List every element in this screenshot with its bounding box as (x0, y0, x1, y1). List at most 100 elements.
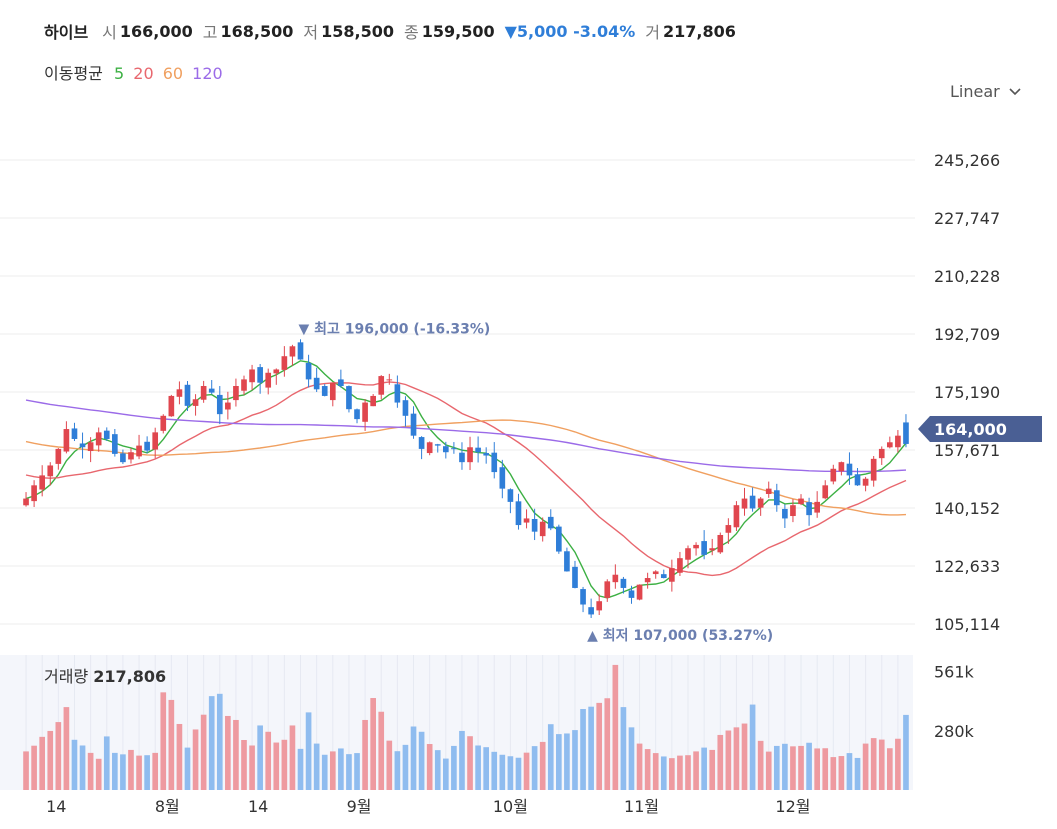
candle-body[interactable] (87, 442, 94, 452)
candle-body[interactable] (426, 442, 433, 454)
volume-bar[interactable] (862, 743, 869, 790)
volume-bar[interactable] (507, 756, 514, 790)
volume-bar[interactable] (628, 727, 635, 790)
candle-body[interactable] (410, 413, 417, 436)
candle-body[interactable] (176, 389, 183, 397)
candle-body[interactable] (233, 386, 239, 401)
candle-body[interactable] (475, 447, 481, 453)
volume-bar[interactable] (233, 719, 239, 790)
candle-body[interactable] (652, 571, 659, 575)
scale-dropdown[interactable]: Linear (950, 82, 1022, 101)
volume-bar[interactable] (539, 741, 546, 790)
candle-body[interactable] (200, 386, 207, 400)
volume-bar[interactable] (580, 709, 586, 790)
candle-body[interactable] (838, 462, 845, 472)
volume-bar[interactable] (620, 707, 627, 790)
volume-bar[interactable] (660, 756, 667, 790)
volume-bar[interactable] (475, 745, 481, 790)
volume-bar[interactable] (394, 751, 401, 790)
candle-body[interactable] (822, 485, 829, 499)
candle-body[interactable] (677, 558, 683, 573)
volume-bar[interactable] (854, 757, 861, 790)
candle-body[interactable] (144, 441, 150, 451)
volume-bar[interactable] (636, 743, 643, 790)
volume-bar[interactable] (23, 751, 29, 790)
ma-60-toggle[interactable]: 60 (162, 64, 184, 83)
candle-body[interactable] (192, 399, 199, 406)
volume-bar[interactable] (669, 758, 675, 790)
volume-bar[interactable] (725, 730, 732, 790)
volume-bar[interactable] (426, 744, 433, 790)
candle-body[interactable] (854, 474, 861, 486)
volume-bar[interactable] (321, 754, 328, 790)
volume-bar[interactable] (386, 740, 393, 790)
candle-body[interactable] (523, 518, 530, 523)
candle-body[interactable] (386, 379, 393, 381)
volume-bar[interactable] (765, 751, 772, 790)
volume-bar[interactable] (184, 747, 191, 790)
candle-body[interactable] (354, 409, 360, 420)
candle-body[interactable] (168, 395, 175, 417)
volume-bar[interactable] (442, 758, 449, 790)
candle-body[interactable] (701, 541, 707, 555)
candle-body[interactable] (442, 446, 449, 453)
candle-body[interactable] (870, 458, 877, 481)
candle-body[interactable] (362, 402, 368, 422)
candle-body[interactable] (370, 395, 376, 407)
candle-body[interactable] (862, 478, 869, 486)
candle-body[interactable] (660, 574, 667, 579)
volume-bar[interactable] (79, 745, 86, 790)
candle-body[interactable] (451, 448, 457, 450)
candle-body[interactable] (273, 369, 280, 374)
volume-bar[interactable] (701, 747, 707, 790)
volume-bar[interactable] (208, 696, 215, 790)
volume-bar[interactable] (741, 723, 748, 790)
volume-bar[interactable] (216, 693, 223, 790)
candle-body[interactable] (346, 386, 352, 410)
volume-bar[interactable] (63, 707, 70, 790)
volume-bar[interactable] (467, 736, 473, 790)
volume-bar[interactable] (47, 730, 54, 790)
candle-body[interactable] (297, 342, 304, 360)
volume-bar[interactable] (281, 739, 288, 790)
candle-body[interactable] (572, 566, 578, 588)
volume-bar[interactable] (596, 702, 603, 790)
candle-body[interactable] (604, 581, 611, 598)
volume-bar[interactable] (483, 747, 490, 790)
volume-bar[interactable] (402, 744, 409, 790)
volume-bar[interactable] (112, 752, 118, 790)
volume-bar[interactable] (749, 704, 756, 790)
volume-bar[interactable] (329, 751, 336, 790)
candle-body[interactable] (402, 400, 409, 416)
ma-5-toggle[interactable]: 5 (113, 64, 125, 83)
volume-bar[interactable] (685, 755, 691, 790)
candle-body[interactable] (394, 384, 401, 403)
candle-body[interactable] (265, 372, 272, 388)
candle-body[interactable] (136, 445, 142, 457)
candle-body[interactable] (491, 452, 498, 473)
candle-body[interactable] (225, 402, 231, 410)
candle-body[interactable] (184, 384, 191, 406)
candle-body[interactable] (669, 568, 675, 582)
volume-bar[interactable] (459, 730, 465, 790)
volume-bar[interactable] (160, 692, 167, 790)
volume-bar[interactable] (136, 755, 142, 790)
volume-bar[interactable] (773, 745, 780, 790)
candle-body[interactable] (757, 498, 764, 508)
volume-bar[interactable] (733, 727, 740, 790)
candle-body[interactable] (483, 453, 490, 456)
candle-body[interactable] (830, 468, 837, 482)
volume-bar[interactable] (564, 733, 570, 790)
volume-bar[interactable] (128, 749, 134, 790)
candle-body[interactable] (895, 435, 901, 448)
candle-body[interactable] (112, 434, 118, 454)
candle-body[interactable] (257, 367, 263, 383)
volume-bar[interactable] (354, 753, 360, 790)
volume-bar[interactable] (241, 740, 247, 790)
volume-bar[interactable] (652, 753, 659, 790)
volume-bar[interactable] (378, 711, 385, 790)
candle-body[interactable] (588, 607, 594, 615)
volume-bar[interactable] (547, 724, 554, 790)
volume-bar[interactable] (588, 706, 594, 790)
